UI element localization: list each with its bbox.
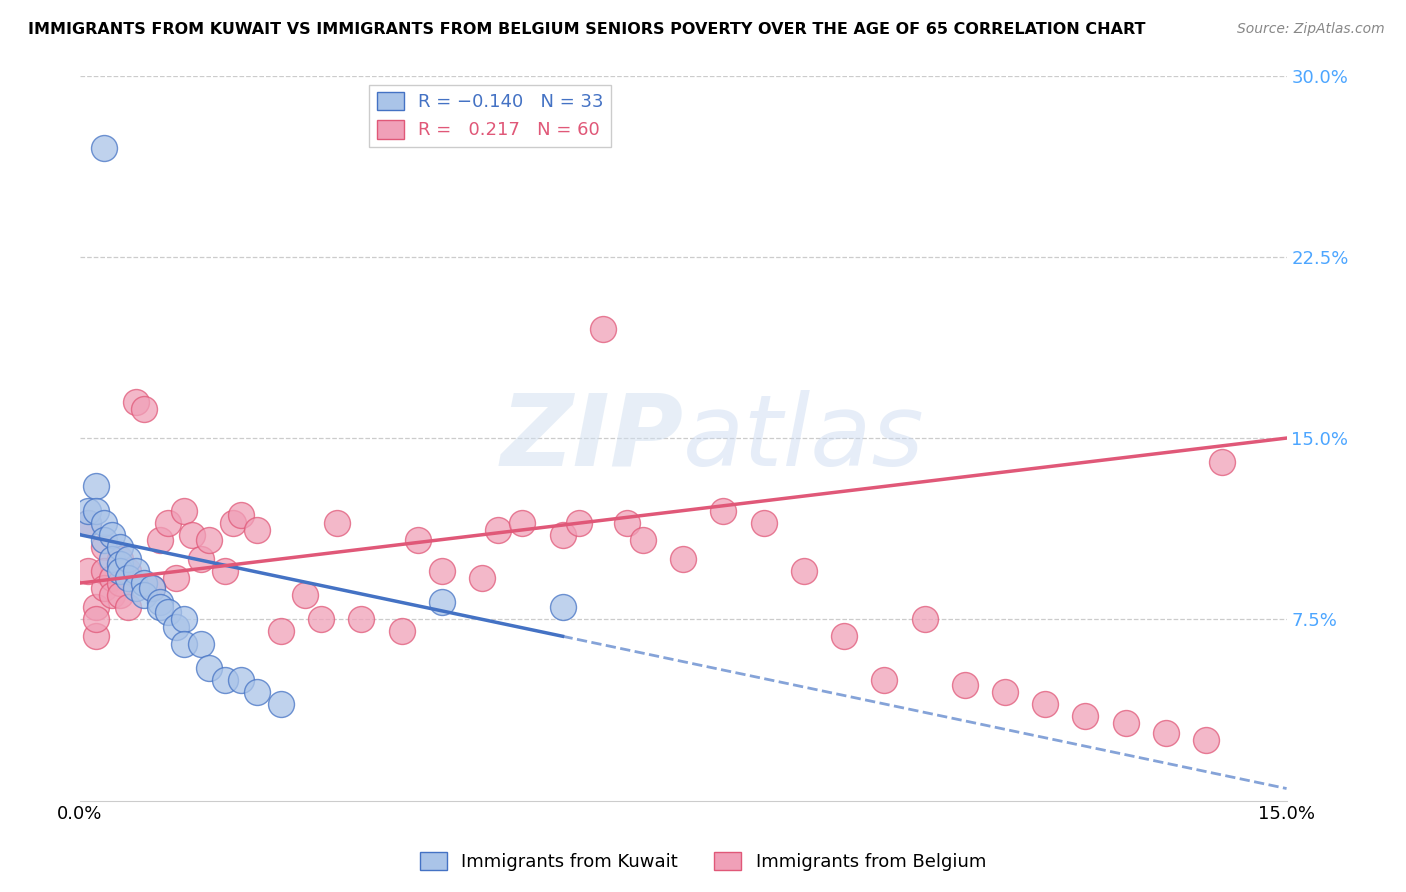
Point <box>672 552 695 566</box>
Point <box>173 612 195 626</box>
Point <box>125 394 148 409</box>
Point <box>214 673 236 687</box>
Point <box>93 533 115 547</box>
Point <box>149 595 172 609</box>
Point <box>631 533 654 547</box>
Point <box>117 552 139 566</box>
Point <box>173 503 195 517</box>
Point <box>77 503 100 517</box>
Point <box>294 588 316 602</box>
Point <box>77 516 100 530</box>
Point <box>953 677 976 691</box>
Point <box>994 685 1017 699</box>
Point <box>108 588 131 602</box>
Point <box>1033 697 1056 711</box>
Point <box>149 600 172 615</box>
Point <box>568 516 591 530</box>
Point <box>157 605 180 619</box>
Point <box>93 516 115 530</box>
Point <box>108 540 131 554</box>
Point <box>229 508 252 523</box>
Point <box>93 564 115 578</box>
Point <box>1154 726 1177 740</box>
Point <box>101 588 124 602</box>
Point <box>125 564 148 578</box>
Point <box>117 564 139 578</box>
Point <box>551 527 574 541</box>
Point <box>84 479 107 493</box>
Point <box>190 636 212 650</box>
Legend: R = −0.140   N = 33, R =   0.217   N = 60: R = −0.140 N = 33, R = 0.217 N = 60 <box>370 85 610 146</box>
Point <box>246 523 269 537</box>
Point <box>165 619 187 633</box>
Point <box>713 503 735 517</box>
Text: IMMIGRANTS FROM KUWAIT VS IMMIGRANTS FROM BELGIUM SENIORS POVERTY OVER THE AGE O: IMMIGRANTS FROM KUWAIT VS IMMIGRANTS FRO… <box>28 22 1146 37</box>
Point <box>117 600 139 615</box>
Point <box>149 533 172 547</box>
Point <box>125 581 148 595</box>
Point <box>214 564 236 578</box>
Legend: Immigrants from Kuwait, Immigrants from Belgium: Immigrants from Kuwait, Immigrants from … <box>412 845 994 879</box>
Point <box>222 516 245 530</box>
Point <box>101 552 124 566</box>
Point <box>592 322 614 336</box>
Point <box>551 600 574 615</box>
Point <box>229 673 252 687</box>
Point <box>406 533 429 547</box>
Text: atlas: atlas <box>683 390 925 486</box>
Point <box>141 581 163 595</box>
Point <box>430 564 453 578</box>
Point <box>77 516 100 530</box>
Point <box>181 527 204 541</box>
Point <box>141 581 163 595</box>
Point <box>190 552 212 566</box>
Point <box>270 697 292 711</box>
Point <box>752 516 775 530</box>
Point <box>108 564 131 578</box>
Point <box>486 523 509 537</box>
Point <box>93 581 115 595</box>
Point <box>616 516 638 530</box>
Point <box>134 576 156 591</box>
Text: Source: ZipAtlas.com: Source: ZipAtlas.com <box>1237 22 1385 37</box>
Point <box>108 557 131 571</box>
Point <box>873 673 896 687</box>
Point <box>197 661 219 675</box>
Point <box>101 527 124 541</box>
Point <box>512 516 534 530</box>
Point <box>101 571 124 585</box>
Point <box>430 595 453 609</box>
Point <box>84 503 107 517</box>
Point <box>246 685 269 699</box>
Point <box>84 600 107 615</box>
Point <box>77 564 100 578</box>
Point <box>157 516 180 530</box>
Point <box>93 141 115 155</box>
Point <box>270 624 292 639</box>
Point <box>173 636 195 650</box>
Point <box>117 571 139 585</box>
Point <box>1211 455 1233 469</box>
Point <box>134 588 156 602</box>
Point <box>134 402 156 417</box>
Point <box>471 571 494 585</box>
Point <box>108 552 131 566</box>
Point <box>84 612 107 626</box>
Point <box>165 571 187 585</box>
Point <box>391 624 413 639</box>
Point <box>350 612 373 626</box>
Point <box>914 612 936 626</box>
Point <box>832 629 855 643</box>
Point <box>1115 716 1137 731</box>
Point <box>1074 709 1097 723</box>
Point <box>84 629 107 643</box>
Point <box>1195 733 1218 747</box>
Point <box>326 516 349 530</box>
Point <box>197 533 219 547</box>
Point <box>309 612 332 626</box>
Text: ZIP: ZIP <box>501 390 683 486</box>
Point <box>793 564 815 578</box>
Point <box>108 576 131 591</box>
Point <box>93 540 115 554</box>
